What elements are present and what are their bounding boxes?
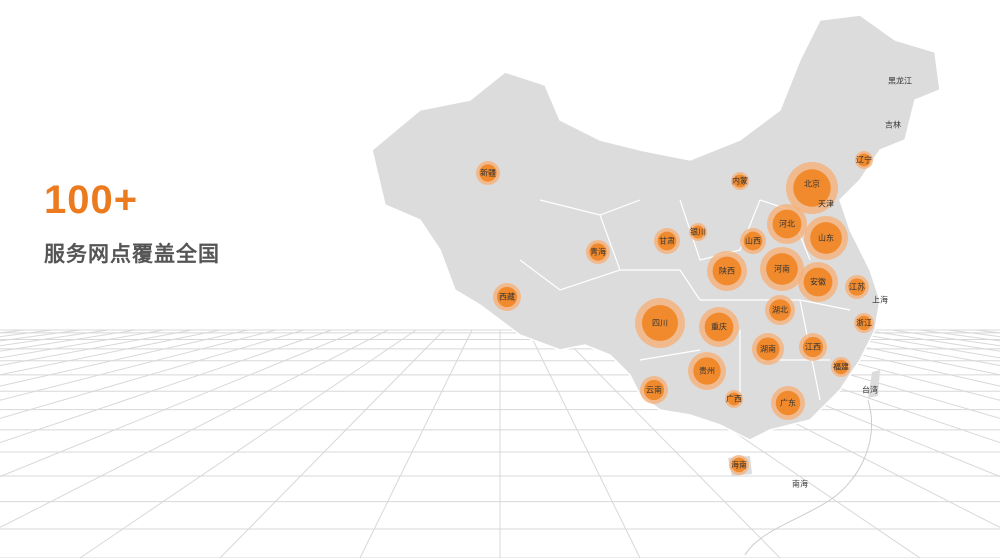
grid-line (527, 329, 641, 558)
province-bubble (740, 228, 766, 254)
province-bubble (752, 333, 784, 365)
province-label: 陕西 (719, 266, 735, 276)
province-bubble (689, 223, 707, 241)
province-bubble (476, 161, 500, 185)
province-bubble (586, 240, 610, 264)
grid-line (0, 329, 389, 529)
province-label: 青海 (590, 247, 606, 257)
province-bubble (854, 313, 874, 333)
province-bubble (725, 390, 743, 408)
coverage-subtitle: 服务网点覆盖全国 (44, 242, 220, 266)
outlet-count: 100+ (44, 178, 139, 222)
province-label: 湖北 (772, 306, 788, 315)
grid-line (0, 329, 221, 376)
province-bubble (804, 216, 848, 260)
province-bubble (855, 151, 873, 169)
province-label: 天津 (818, 199, 834, 209)
province-label: 银川 (690, 227, 706, 237)
province-label: 山西 (745, 236, 761, 246)
province-label: 广东 (780, 398, 796, 408)
province-bubble (731, 172, 749, 190)
south-sea-line (744, 399, 872, 556)
province-label: 海南 (731, 460, 747, 470)
province-label: 四川 (652, 319, 668, 328)
province-label: 河南 (774, 264, 790, 274)
province-bubble (493, 283, 521, 311)
province-label: 江苏 (849, 282, 865, 292)
province-label: 辽宁 (856, 155, 872, 165)
province-bubble (831, 357, 851, 377)
province-label: 贵州 (699, 366, 715, 376)
province-bubble (635, 298, 685, 348)
province-bubble (786, 162, 838, 214)
province-label: 北京 (804, 179, 820, 189)
province-bubble (729, 455, 749, 475)
province-label: 吉林 (885, 120, 901, 130)
province-bubble (771, 386, 805, 420)
grid-line (779, 329, 1000, 376)
province-label: 山东 (818, 233, 834, 243)
province-label: 湖南 (760, 344, 776, 354)
region-label: 南海 (792, 479, 808, 489)
region-label: 台湾 (862, 385, 878, 395)
province-label: 西藏 (499, 292, 515, 302)
province-label: 安徽 (810, 277, 826, 287)
grid-line (723, 329, 1000, 401)
grid-line (79, 329, 417, 558)
china-outline (371, 14, 941, 441)
province-bubble (699, 307, 739, 347)
province-bubble (707, 251, 747, 291)
province-bubble (654, 228, 680, 254)
grid-line (0, 329, 249, 387)
grid-line (555, 329, 781, 558)
province-bubble (767, 204, 807, 244)
province-label: 江西 (805, 343, 821, 352)
province-label: 浙江 (856, 318, 872, 328)
province-bubble (640, 376, 668, 404)
grid-line (359, 329, 473, 558)
province-label: 河北 (779, 219, 795, 229)
province-label: 上海 (872, 295, 888, 305)
province-bubble (765, 295, 795, 325)
taiwan-island (868, 370, 880, 398)
province-bubble (688, 352, 726, 390)
province-bubble (799, 333, 827, 361)
province-label: 广西 (726, 394, 742, 404)
province-label: 甘肃 (659, 236, 675, 246)
grid-line (0, 329, 277, 401)
province-bubble (760, 247, 804, 291)
grid-line (0, 329, 361, 478)
province-bubble (798, 262, 838, 302)
province-label: 重庆 (711, 322, 727, 332)
grid-line (0, 329, 305, 419)
province-label: 云南 (646, 385, 662, 395)
province-bubble (845, 275, 869, 299)
grid-line (0, 329, 333, 444)
grid-line (751, 329, 1000, 387)
grid-line (219, 329, 445, 558)
province-label: 新疆 (480, 168, 496, 178)
province-label: 黑龙江 (888, 76, 912, 86)
province-label: 内蒙 (732, 176, 748, 186)
province-label: 福建 (833, 362, 849, 372)
